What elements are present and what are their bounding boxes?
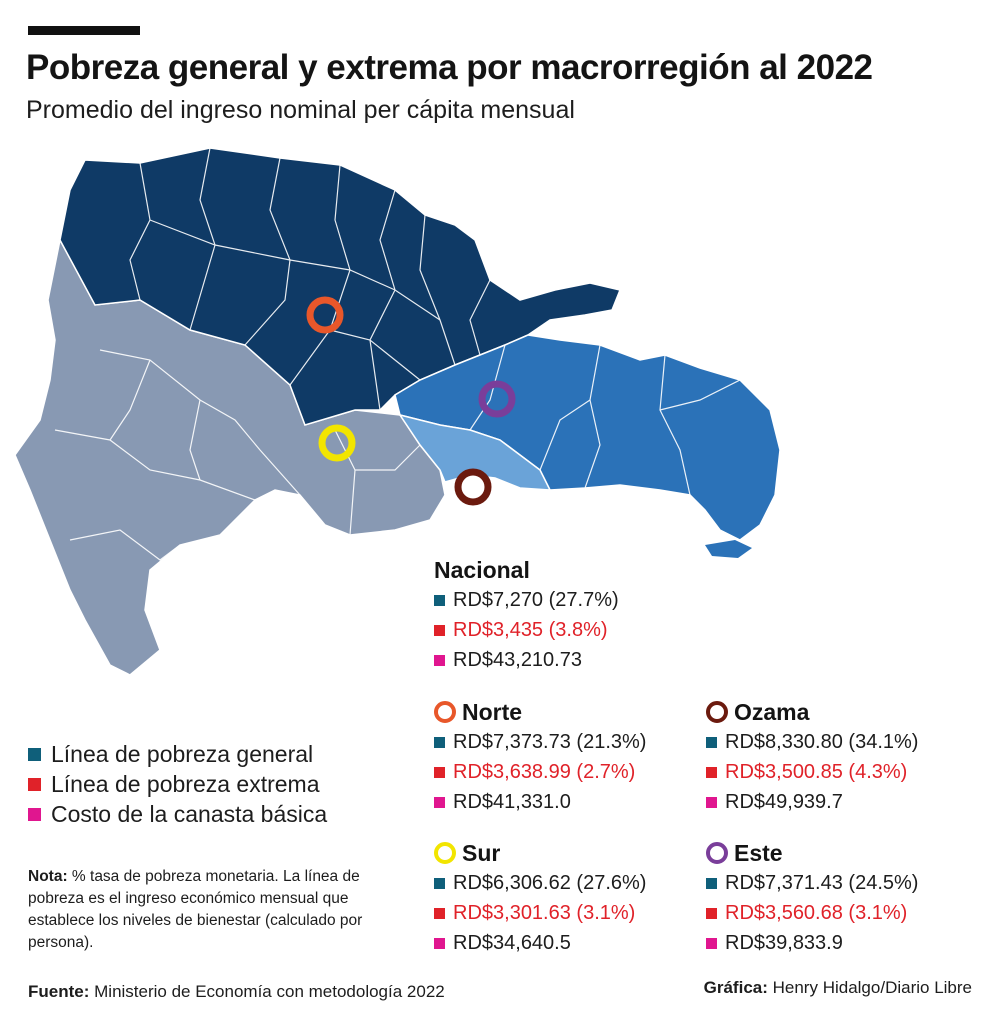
general-square-icon [434, 877, 445, 889]
general-square-icon [28, 747, 41, 761]
extrema-square-icon [434, 907, 445, 919]
extrema-square-icon [706, 907, 717, 919]
ozama-canasta-line: RD$49,939.7 [706, 787, 918, 817]
sur-canasta-line: RD$34,640.5 [434, 928, 646, 958]
ozama-general-line: RD$8,330.80 (34.1%) [706, 727, 918, 757]
page-title: Pobreza general y extrema por macrorregi… [26, 48, 873, 87]
norte-canasta-line: RD$41,331.0 [434, 787, 646, 817]
legend-canasta-label: Costo de la canasta básica [51, 800, 328, 827]
sur-ring-icon [434, 842, 456, 864]
canasta-square-icon [434, 937, 445, 949]
page-subtitle: Promedio del ingreso nominal per cápita … [26, 96, 575, 124]
legend: Línea de pobreza general Línea de pobrez… [28, 739, 327, 829]
este-ring-icon [706, 842, 728, 864]
sur-heading: Sur [462, 839, 501, 866]
norte-ring-marker [306, 296, 344, 334]
general-square-icon [434, 594, 445, 606]
nacional-extrema-value: RD$3,435 (3.8%) [453, 618, 608, 641]
ozama-general-value: RD$8,330.80 (34.1%) [725, 730, 919, 753]
nacional-general-value: RD$7,270 (27.7%) [453, 588, 619, 611]
ozama-heading: Ozama [734, 698, 810, 725]
norte-ring-icon [434, 701, 456, 723]
macroregion-map [14, 147, 781, 676]
este-extrema-line: RD$3,560.68 (3.1%) [706, 898, 918, 928]
source-text: Ministerio de Economía con metodología 2… [94, 982, 445, 1001]
legend-extrema-label: Línea de pobreza extrema [51, 770, 320, 797]
norte-general-value: RD$7,373.73 (21.3%) [453, 730, 647, 753]
este-block: Este RD$7,371.43 (24.5%) RD$3,560.68 (3.… [706, 838, 918, 958]
graphic-credit: Gráfica: Henry Hidalgo/Diario Libre [704, 978, 972, 998]
norte-canasta-value: RD$41,331.0 [453, 790, 571, 813]
extrema-square-icon [28, 777, 41, 791]
ozama-ring-marker [454, 468, 492, 506]
extrema-square-icon [706, 766, 717, 778]
nacional-block: Nacional RD$7,270 (27.7%) RD$3,435 (3.8%… [434, 555, 619, 675]
norte-extrema-line: RD$3,638.99 (2.7%) [434, 757, 646, 787]
legend-item-general: Línea de pobreza general [28, 739, 327, 769]
nacional-canasta-value: RD$43,210.73 [453, 648, 582, 671]
este-canasta-line: RD$39,833.9 [706, 928, 918, 958]
sur-extrema-value: RD$3,301.63 (3.1%) [453, 901, 636, 924]
extrema-square-icon [434, 766, 445, 778]
este-ring-marker [478, 380, 516, 418]
canasta-square-icon [28, 807, 41, 821]
ozama-ring-icon [706, 701, 728, 723]
norte-block: Norte RD$7,373.73 (21.3%) RD$3,638.99 (2… [434, 697, 646, 817]
general-square-icon [706, 736, 717, 748]
nacional-heading: Nacional [434, 556, 530, 583]
ozama-extrema-value: RD$3,500.85 (4.3%) [725, 760, 908, 783]
norte-general-line: RD$7,373.73 (21.3%) [434, 727, 646, 757]
note-text: % tasa de pobreza monetaria. La línea de… [28, 868, 363, 951]
este-canasta-value: RD$39,833.9 [725, 931, 843, 954]
este-general-value: RD$7,371.43 (24.5%) [725, 871, 919, 894]
credit-label: Gráfica: [703, 978, 768, 997]
nacional-extrema-line: RD$3,435 (3.8%) [434, 615, 619, 645]
source-credit: Fuente: Ministerio de Economía con metod… [28, 982, 445, 1002]
nacional-canasta-line: RD$43,210.73 [434, 645, 619, 675]
legend-general-label: Línea de pobreza general [51, 740, 314, 767]
note: Nota: % tasa de pobreza monetaria. La lí… [28, 866, 398, 954]
norte-extrema-value: RD$3,638.99 (2.7%) [453, 760, 636, 783]
este-general-line: RD$7,371.43 (24.5%) [706, 868, 918, 898]
region-ozama [398, 413, 552, 491]
ozama-block: Ozama RD$8,330.80 (34.1%) RD$3,500.85 (4… [706, 697, 918, 817]
legend-item-canasta: Costo de la canasta básica [28, 799, 327, 829]
general-square-icon [434, 736, 445, 748]
note-label: Nota: [28, 868, 68, 885]
legend-item-extrema: Línea de pobreza extrema [28, 769, 327, 799]
canasta-square-icon [706, 796, 717, 808]
sur-canasta-value: RD$34,640.5 [453, 931, 571, 954]
ozama-canasta-value: RD$49,939.7 [725, 790, 843, 813]
sur-block: Sur RD$6,306.62 (27.6%) RD$3,301.63 (3.1… [434, 838, 646, 958]
canasta-square-icon [706, 937, 717, 949]
canasta-square-icon [434, 796, 445, 808]
este-extrema-value: RD$3,560.68 (3.1%) [725, 901, 908, 924]
sur-extrema-line: RD$3,301.63 (3.1%) [434, 898, 646, 928]
credit-text: Henry Hidalgo/Diario Libre [772, 978, 972, 997]
nacional-general-line: RD$7,270 (27.7%) [434, 585, 619, 615]
ozama-extrema-line: RD$3,500.85 (4.3%) [706, 757, 918, 787]
source-label: Fuente: [28, 982, 90, 1001]
norte-heading: Norte [462, 698, 523, 725]
canasta-square-icon [434, 654, 445, 666]
province-borders [54, 147, 741, 561]
top-accent-bar [28, 26, 140, 35]
region-norte [59, 147, 622, 426]
island-saona [705, 540, 752, 558]
sur-ring-marker [318, 424, 356, 462]
general-square-icon [706, 877, 717, 889]
sur-general-line: RD$6,306.62 (27.6%) [434, 868, 646, 898]
sur-general-value: RD$6,306.62 (27.6%) [453, 871, 647, 894]
extrema-square-icon [434, 624, 445, 636]
este-heading: Este [734, 839, 783, 866]
